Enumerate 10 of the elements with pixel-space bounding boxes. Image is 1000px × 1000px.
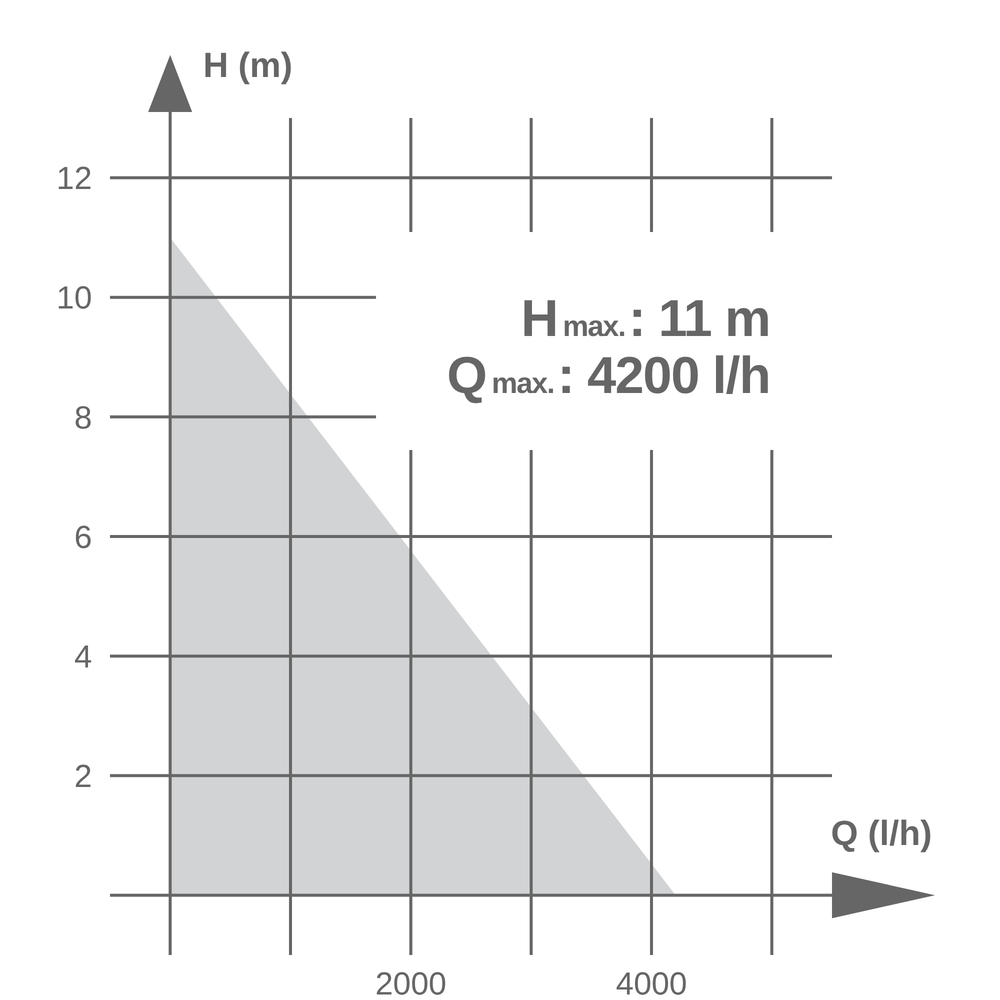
x-axis-title: Q (l/h) — [830, 814, 932, 853]
y-tick-label: 2 — [74, 758, 92, 794]
y-tick-label: 4 — [74, 638, 92, 674]
y-tick-label: 8 — [74, 399, 92, 436]
x-tick-label: 4000 — [616, 966, 688, 1000]
y-tick-label: 12 — [56, 160, 92, 196]
y-tick-label: 10 — [56, 280, 92, 316]
x-tick-label: 2000 — [375, 966, 446, 1000]
y-tick-label: 6 — [74, 518, 92, 555]
y-axis-title: H (m) — [203, 46, 293, 85]
